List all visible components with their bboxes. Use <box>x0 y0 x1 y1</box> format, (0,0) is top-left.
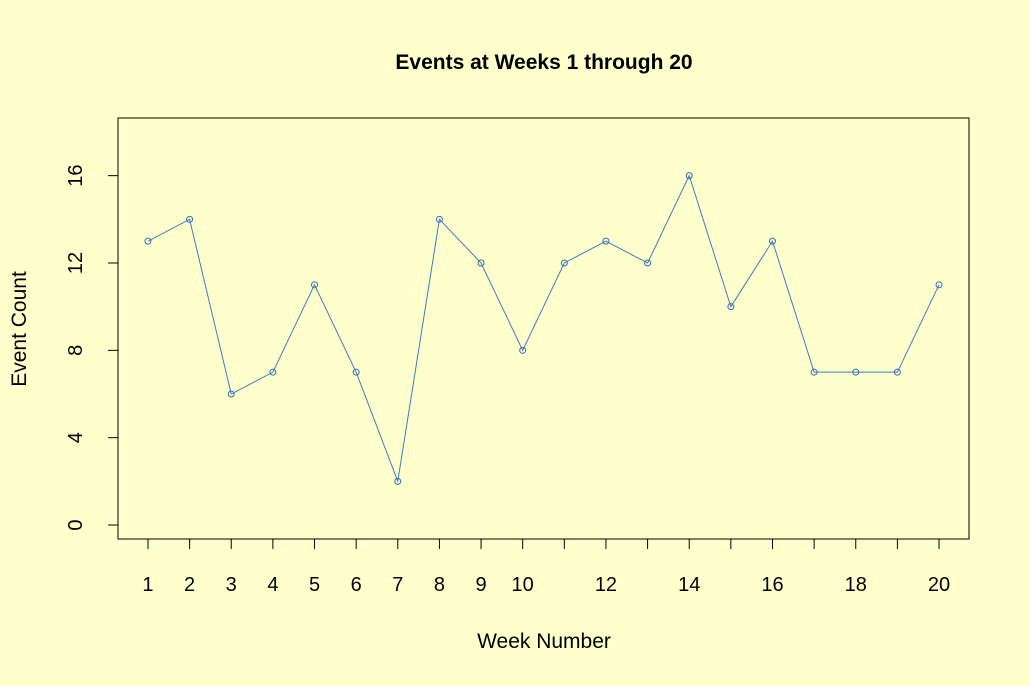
data-point <box>186 215 194 223</box>
x-tick-label: 4 <box>267 574 278 596</box>
data-point <box>727 303 735 311</box>
series-line <box>147 174 940 484</box>
x-axis-label: Week Number <box>477 630 611 653</box>
x-axis: 1 2 3 4 5 6 7 8 9 10 12 14 16 18 20 <box>142 538 950 596</box>
data-point <box>768 237 776 245</box>
data-point <box>810 368 818 376</box>
data-point <box>644 259 652 267</box>
x-tick-label: 12 <box>595 574 617 596</box>
data-point <box>852 368 860 376</box>
x-tick-label: 14 <box>678 574 700 596</box>
data-point <box>685 172 693 180</box>
x-tick-label: 10 <box>512 574 534 596</box>
data-point <box>269 368 277 376</box>
y-tick-label: 8 <box>65 345 87 356</box>
data-point <box>935 281 943 289</box>
y-axis: 0 4 8 12 16 <box>65 165 119 531</box>
x-tick-label: 20 <box>928 574 950 596</box>
data-point <box>227 390 235 398</box>
x-tick-label: 7 <box>392 574 403 596</box>
y-tick-label: 16 <box>65 165 87 187</box>
y-tick-label: 0 <box>65 519 87 530</box>
data-point <box>893 368 901 376</box>
x-tick-label: 5 <box>309 574 320 596</box>
x-tick-label: 18 <box>845 574 867 596</box>
data-point <box>435 215 443 223</box>
x-tick-label: 6 <box>351 574 362 596</box>
x-tick-label: 9 <box>475 574 486 596</box>
x-tick-label: 8 <box>434 574 445 596</box>
y-tick-label: 4 <box>65 432 87 443</box>
data-point <box>519 346 527 354</box>
chart-title: Events at Weeks 1 through 20 <box>395 51 692 74</box>
data-point <box>602 237 610 245</box>
y-tick-label: 12 <box>65 252 87 274</box>
x-tick-label: 3 <box>226 574 237 596</box>
data-point <box>311 281 319 289</box>
data-point <box>394 477 402 485</box>
x-tick-label: 2 <box>184 574 195 596</box>
y-axis-label: Event Count <box>8 271 31 387</box>
data-point <box>352 368 360 376</box>
data-point <box>560 259 568 267</box>
x-tick-label: 1 <box>142 574 153 596</box>
data-point <box>477 259 485 267</box>
plot-frame <box>117 117 970 540</box>
data-point <box>144 237 152 245</box>
x-tick-label: 16 <box>761 574 783 596</box>
data-points <box>144 172 943 485</box>
